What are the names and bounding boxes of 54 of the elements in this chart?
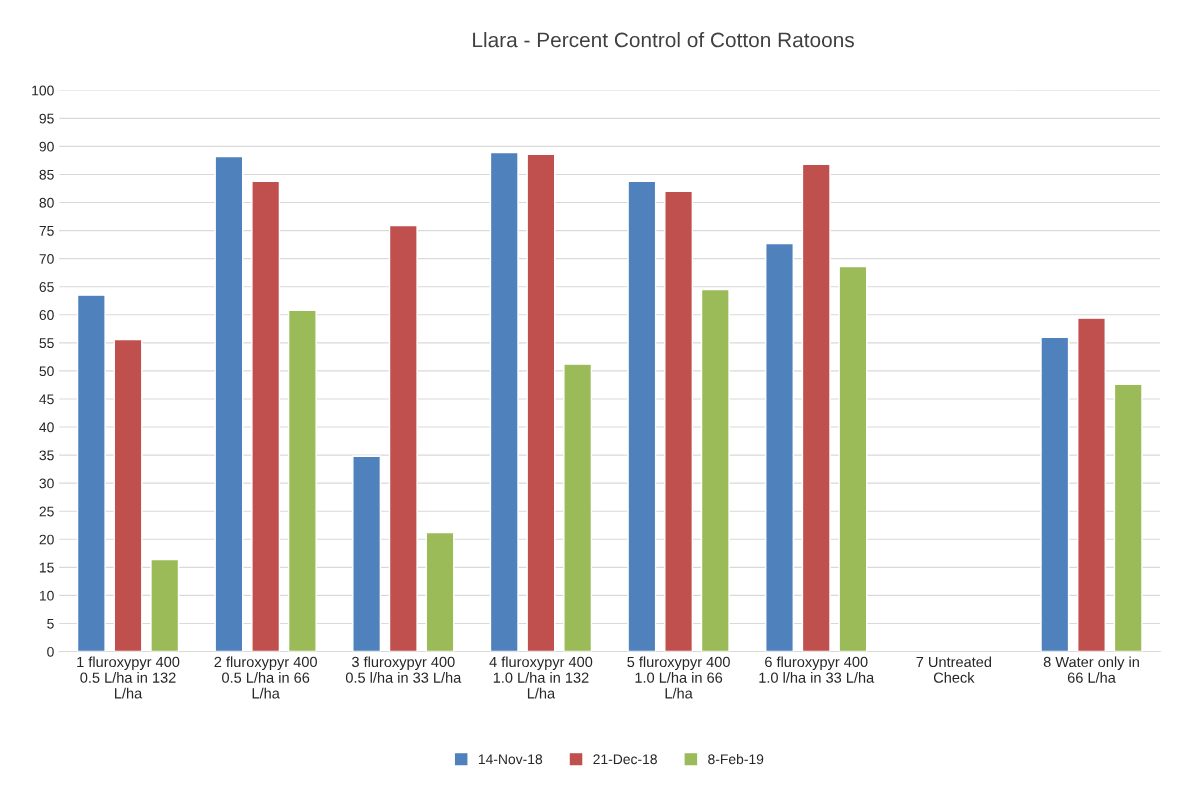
bar [700, 288, 730, 652]
bar [352, 455, 382, 652]
bar [801, 163, 831, 652]
bar [76, 294, 106, 652]
x-tick-label: 7 Untreated Check [916, 656, 992, 683]
x-tick-label: 8 Water only in 66 L/ha [1043, 656, 1139, 683]
y-tick-label: 65 [39, 282, 54, 292]
x-tick-label: 5 fluroxypyr 400 1.0 L/ha in 66 L/ha [627, 656, 730, 699]
y-tick-label: 75 [39, 226, 54, 236]
bar [287, 309, 317, 652]
bar [214, 155, 244, 652]
y-tick-label: 15 [39, 562, 54, 573]
y-tick-label: 55 [39, 338, 54, 349]
y-tick-label: 100 [32, 85, 54, 96]
y-tick-label: 5 [47, 618, 54, 629]
bar [664, 190, 694, 652]
x-tick-label: 6 fluroxypyr 400 1.0 l/ha in 33 L/ha [759, 656, 875, 683]
bar [1113, 383, 1143, 652]
bar [563, 363, 593, 652]
y-tick-label: 40 [39, 422, 54, 433]
y-tick-label: 60 [39, 310, 54, 320]
y-tick-label: 90 [39, 141, 54, 152]
bar [765, 242, 794, 652]
y-tick-label: 80 [39, 197, 54, 208]
legend-label: 21-Dec-18 [593, 754, 657, 765]
bar [113, 338, 143, 652]
chart-title: Llara - Percent Control of Cotton Ratoons [473, 32, 854, 48]
y-tick-label: 35 [39, 450, 54, 461]
y-tick-label: 10 [39, 590, 54, 601]
y-tick-label: 30 [39, 478, 54, 489]
y-tick-label: 0 [47, 646, 54, 657]
y-tick-label: 70 [39, 253, 54, 264]
x-tick-label: 2 fluroxypyr 400 0.5 L/ha in 66 L/ha [214, 656, 317, 699]
y-tick-label: 85 [39, 169, 54, 180]
bar [489, 151, 519, 652]
bar [425, 531, 455, 652]
bar [251, 180, 281, 652]
bar [838, 265, 868, 652]
x-tick-label: 1 fluroxypyr 400 0.5 L/ha in 132 L/ha [77, 656, 180, 699]
y-tick-label: 20 [39, 534, 54, 545]
legend-label: 8-Feb-19 [708, 753, 764, 765]
bar [526, 153, 556, 652]
bar [627, 180, 657, 652]
y-tick-label: 45 [39, 394, 54, 405]
bar [388, 224, 418, 652]
x-tick-label: 3 fluroxypyr 400 0.5 l/ha in 33 L/ha [345, 656, 462, 683]
y-tick-label: 25 [39, 506, 54, 517]
y-tick-label: 95 [39, 113, 54, 124]
legend-label: 14-Nov-18 [478, 754, 543, 765]
bar [1077, 317, 1106, 652]
bar [1040, 336, 1070, 652]
bar [150, 558, 180, 652]
x-tick-label: 4 fluroxypyr 400 1.0 L/ha in 132 L/ha [489, 656, 593, 699]
y-tick-label: 50 [39, 366, 54, 377]
